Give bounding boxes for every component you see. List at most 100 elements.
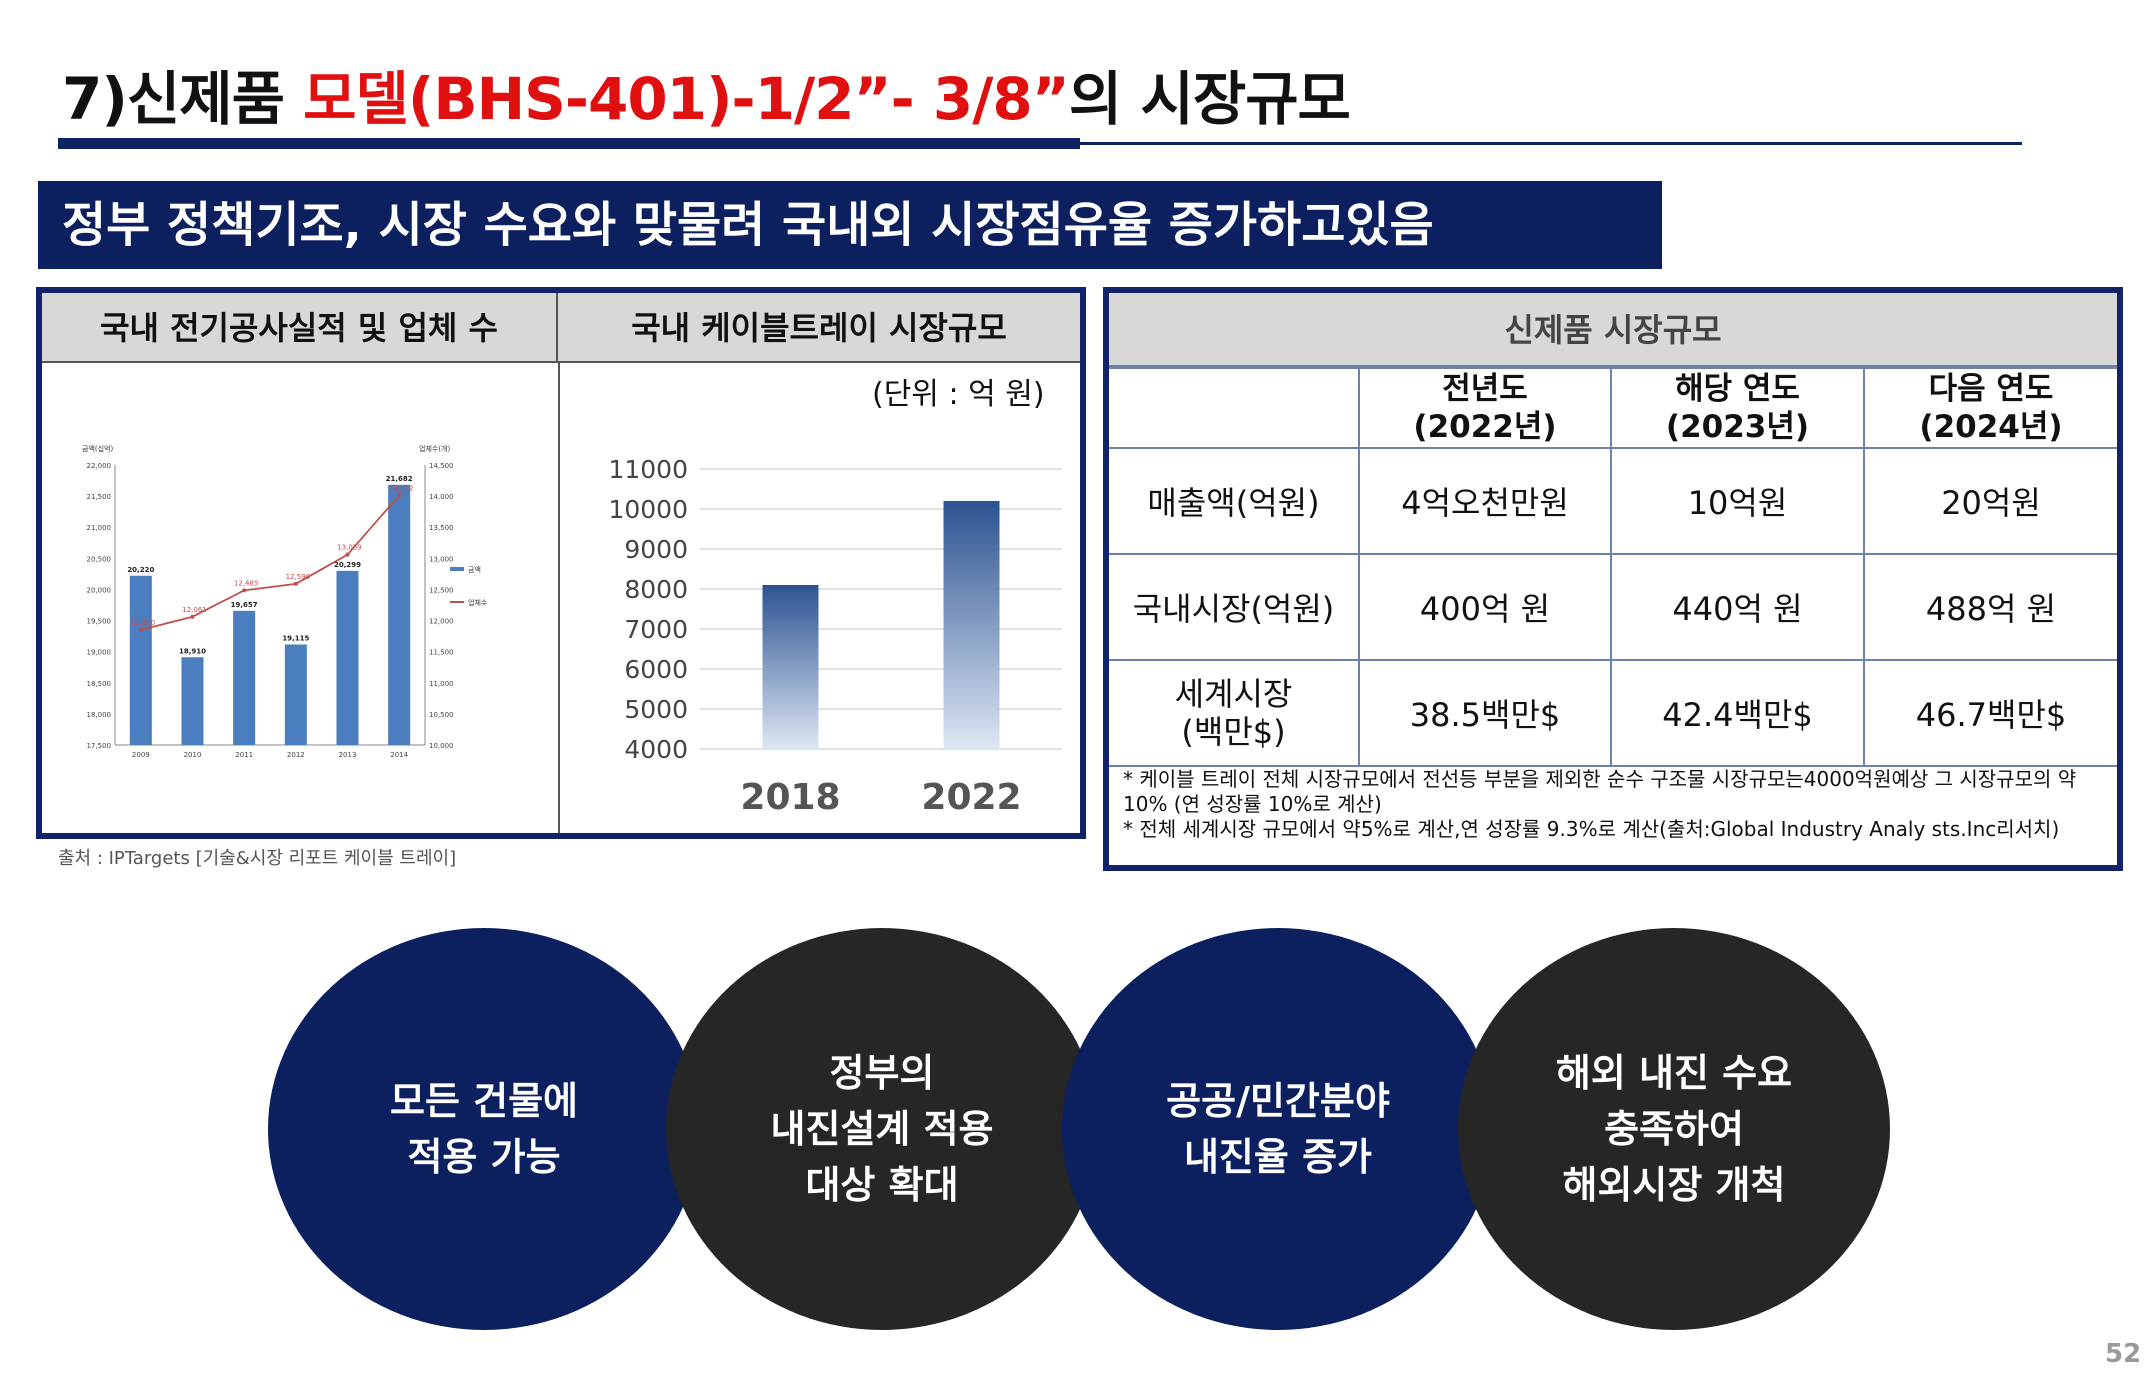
line-point bbox=[397, 493, 402, 498]
page-number: 52 bbox=[2105, 1339, 2142, 1369]
y-left-tick-label: 22,000 bbox=[87, 462, 112, 470]
bar-value-label: 19,657 bbox=[231, 601, 258, 609]
x-tick-label: 2022 bbox=[921, 777, 1021, 818]
electrical-works-header: 국내 전기공사실적 및 업체 수 bbox=[42, 293, 558, 363]
y-tick-label: 11000 bbox=[608, 455, 688, 484]
panel-divider bbox=[558, 363, 560, 833]
title-underline-thin bbox=[1080, 142, 2022, 145]
bar-value-label: 20,299 bbox=[334, 561, 361, 569]
bar-2014 bbox=[388, 484, 411, 745]
y-left-tick-label: 18,500 bbox=[87, 680, 112, 688]
cable-tray-market-header: 국내 케이블트레이 시장규모 bbox=[558, 293, 1080, 363]
row-label: 국내시장(억원) bbox=[1109, 553, 1360, 661]
table-cell: 42.4백만$ bbox=[1610, 659, 1865, 767]
table-row: 세계시장 (백만$) 38.5백만$ 42.4백만$ 46.7백만$ bbox=[1109, 659, 2117, 767]
column-header: 다음 연도 (2024년) bbox=[1863, 367, 2117, 449]
legend-label: 금액 bbox=[468, 566, 481, 574]
bar-value-label: 21,682 bbox=[386, 475, 413, 483]
footnote-global: * 전체 세계시장 규모에서 약5%로 계산,연 성장률 9.3%로 계산(출처… bbox=[1123, 817, 2060, 841]
y-left-tick-label: 18,000 bbox=[87, 711, 112, 719]
bar-2011 bbox=[233, 610, 256, 745]
benefit-circle-seismic-rate: 공공/민간분야 내진율 증가 bbox=[1062, 928, 1494, 1330]
line-point bbox=[345, 552, 350, 557]
bar-value-label: 19,115 bbox=[282, 635, 309, 643]
title-suffix: 의 시장규모 bbox=[1068, 65, 1351, 133]
line-value-label: 12,590 bbox=[286, 573, 311, 581]
table-cell: 400억 원 bbox=[1358, 553, 1612, 661]
y-tick-label: 9000 bbox=[624, 535, 688, 564]
bar-2009 bbox=[129, 575, 152, 745]
line-point bbox=[138, 627, 143, 632]
y-tick-label: 4000 bbox=[624, 735, 688, 764]
column-header: 해당 연도 (2023년) bbox=[1610, 367, 1865, 449]
y-right-tick-label: 10,000 bbox=[429, 742, 454, 750]
market-size-table: 전년도 (2022년) 해당 연도 (2023년) 다음 연도 (2024년) 매출액… bbox=[1109, 367, 2117, 767]
y-tick-label: 7000 bbox=[624, 615, 688, 644]
y-right-tick-label: 10,500 bbox=[429, 711, 454, 719]
corner-cell bbox=[1109, 367, 1360, 449]
line-value-label: 14,012 bbox=[389, 484, 414, 492]
table-cell: 38.5백만$ bbox=[1358, 659, 1612, 767]
y-left-tick-label: 20,000 bbox=[87, 586, 112, 594]
line-point bbox=[190, 614, 195, 619]
line-point bbox=[293, 581, 298, 586]
title-underline-thick bbox=[58, 138, 1080, 149]
summary-banner: 정부 정책기조, 시장 수요와 맞물려 국내외 시장점유율 증가하고있음 bbox=[38, 181, 1662, 269]
bar-2013 bbox=[336, 570, 359, 745]
line-series-company-count bbox=[140, 494, 400, 631]
line-point bbox=[242, 588, 247, 593]
new-product-market-panel: 신제품 시장규모 전년도 (2022년) 해당 연도 (2023년) 다음 연도 (2… bbox=[1103, 287, 2123, 871]
x-tick-label: 2012 bbox=[287, 751, 305, 759]
y-right-tick-label: 13,000 bbox=[429, 555, 454, 563]
bar-value-label: 18,910 bbox=[179, 647, 206, 655]
cable-tray-market-chart: 11000 10000 9000 8000 7000 6000 5000 4000 2018 20… bbox=[608, 455, 1062, 818]
y-right-tick-label: 11,000 bbox=[429, 680, 454, 688]
y-right-axis-label: 업체수(개) bbox=[419, 444, 450, 453]
source-note: 출처 : IPTargets [기술&시장 리포트 케이블 트레이] bbox=[58, 848, 457, 869]
row-label: 매출액(억원) bbox=[1109, 447, 1360, 555]
table-footnotes: * 케이블 트레이 전체 시장규모에서 전선등 부분을 제외한 순수 구조물 시… bbox=[1123, 767, 2108, 842]
x-tick-label: 2011 bbox=[235, 751, 253, 759]
y-left-tick-label: 19,500 bbox=[87, 618, 112, 626]
table-cell: 488억 원 bbox=[1863, 553, 2117, 661]
y-right-tick-label: 14,000 bbox=[429, 493, 454, 501]
x-tick-label: 2018 bbox=[740, 777, 840, 818]
unit-label: (단위 : 억 원) bbox=[872, 377, 1045, 412]
x-tick-label: 2010 bbox=[184, 751, 202, 759]
footnote-domestic: * 케이블 트레이 전체 시장규모에서 전선등 부분을 제외한 순수 구조물 시… bbox=[1123, 767, 2077, 816]
line-value-label: 11,850 bbox=[131, 619, 156, 627]
table-row: 국내시장(억원) 400억 원 440억 원 488억 원 bbox=[1109, 553, 2117, 661]
y-tick-label: 10000 bbox=[608, 495, 688, 524]
y-left-tick-label: 20,500 bbox=[87, 555, 112, 563]
y-right-tick-label: 12,500 bbox=[429, 586, 454, 594]
x-tick-label: 2013 bbox=[339, 751, 357, 759]
y-right-tick-label: 12,000 bbox=[429, 618, 454, 626]
y-left-tick-label: 17,500 bbox=[87, 742, 112, 750]
bar-2018 bbox=[762, 585, 819, 749]
table-header-row: 전년도 (2022년) 해당 연도 (2023년) 다음 연도 (2024년) bbox=[1109, 367, 2117, 449]
table-cell: 4억오천만원 bbox=[1358, 447, 1612, 555]
bar-2022 bbox=[943, 501, 1000, 749]
y-tick-label: 6000 bbox=[624, 655, 688, 684]
benefit-circle-overseas: 해외 내진 수요 충족하여 해외시장 개척 bbox=[1458, 928, 1890, 1330]
y-tick-label: 5000 bbox=[624, 695, 688, 724]
bar-value-label: 20,220 bbox=[127, 566, 154, 574]
market-size-header: 신제품 시장규모 bbox=[1109, 293, 2117, 367]
line-value-label: 13,059 bbox=[337, 544, 362, 552]
legend-label: 업체수 bbox=[468, 599, 488, 607]
y-right-tick-label: 11,500 bbox=[429, 649, 454, 657]
title-prefix: 7)신제품 bbox=[62, 65, 304, 133]
benefit-circle-government: 정부의 내진설계 적용 대상 확대 bbox=[666, 928, 1098, 1330]
bar-2012 bbox=[284, 644, 307, 745]
y-left-tick-label: 21,500 bbox=[87, 493, 112, 501]
y-right-tick-label: 14,500 bbox=[429, 462, 454, 470]
table-row: 매출액(억원) 4억오천만원 10억원 20억원 bbox=[1109, 447, 2117, 555]
x-tick-label: 2009 bbox=[132, 751, 150, 759]
y-left-axis-label: 금액(십억) bbox=[82, 444, 113, 453]
electrical-works-chart: 금액(십억) 업체수(개) 22,000 21,500 21,000 20,500 20,0… bbox=[82, 444, 488, 759]
y-left-tick-label: 21,000 bbox=[87, 524, 112, 532]
row-label: 세계시장 (백만$) bbox=[1109, 659, 1360, 767]
bar-2010 bbox=[181, 657, 204, 745]
x-tick-label: 2014 bbox=[390, 751, 408, 759]
legend-swatch-bar bbox=[450, 567, 464, 571]
